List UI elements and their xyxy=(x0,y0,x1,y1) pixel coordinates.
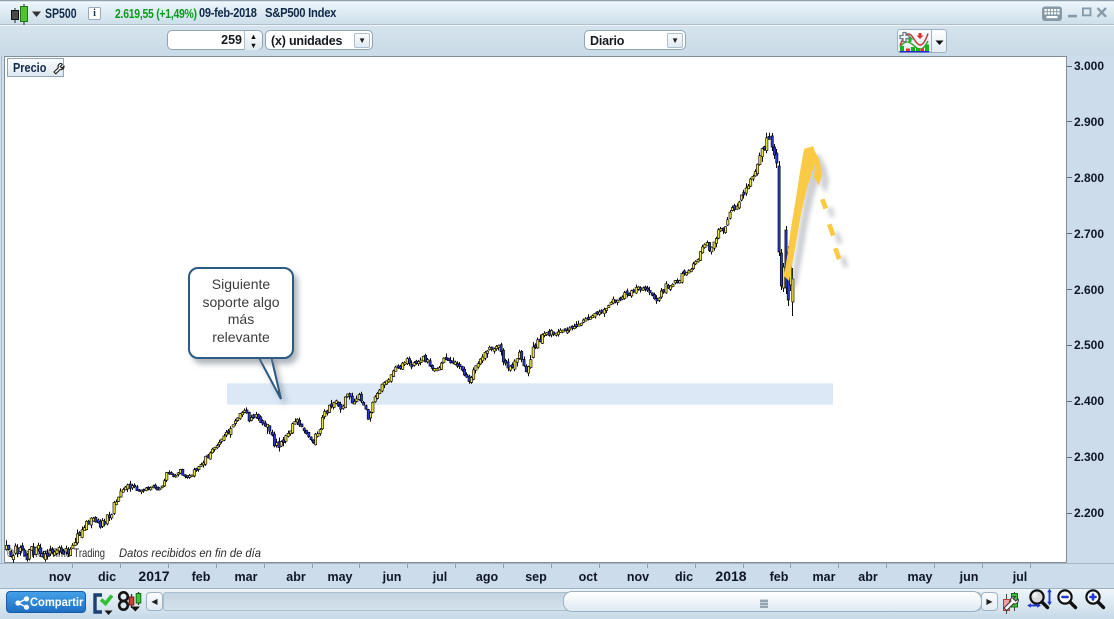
svg-text:Datos recibidos en fin de día: Datos recibidos en fin de día xyxy=(119,546,261,560)
